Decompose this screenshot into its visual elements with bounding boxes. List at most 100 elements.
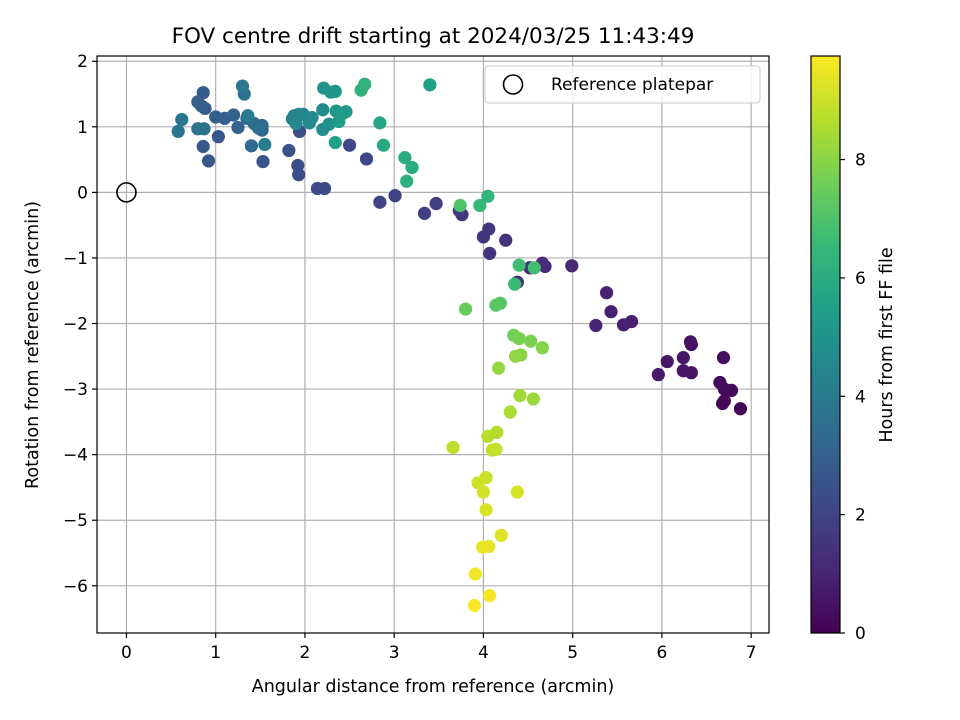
colorbar-ticks: 0 2 4 6 8 [840, 151, 866, 644]
legend-box [484, 65, 761, 104]
data-point [339, 105, 353, 119]
x-tick-label: 5 [567, 643, 578, 663]
data-point [231, 120, 245, 135]
data-point [467, 598, 482, 613]
data-point [716, 351, 731, 365]
data-point [359, 152, 374, 166]
data-point [258, 137, 272, 152]
data-point [489, 298, 503, 312]
y-tick-label: 2 [77, 52, 88, 72]
colorbar: 0 2 4 6 8 Hours from first FF file [810, 55, 897, 644]
colorbar-tick-label: 0 [855, 624, 866, 644]
data-point [483, 246, 497, 260]
data-point [483, 589, 497, 603]
x-tick-label: 4 [478, 643, 489, 663]
data-point [676, 364, 690, 378]
data-point [512, 331, 526, 346]
y-axis-label: Rotation from reference (arcmin) [23, 201, 43, 489]
data-point [473, 198, 487, 213]
y-tick-label: −6 [63, 577, 88, 597]
data-point [713, 375, 727, 390]
reference-platepar-marker [116, 182, 137, 203]
data-point [489, 442, 503, 457]
data-point [503, 405, 517, 419]
colorbar-tick-label: 4 [855, 387, 866, 407]
data-point [235, 79, 250, 93]
data-point [251, 121, 266, 135]
data-point [651, 368, 665, 382]
plot-frame [96, 55, 770, 634]
data-point [733, 402, 748, 416]
data-point [289, 116, 303, 131]
data-point [446, 440, 460, 455]
data-point [175, 113, 189, 127]
y-axis: 2 1 0 −1 −2 −3 −4 −5 −6 [63, 52, 97, 597]
data-point [196, 139, 210, 154]
data-point [376, 138, 391, 152]
data-point [291, 158, 305, 173]
data-point [398, 151, 412, 165]
data-point [171, 124, 185, 139]
data-point [479, 503, 493, 517]
data-point [589, 318, 603, 333]
data-point [513, 389, 527, 403]
data-point [599, 286, 614, 300]
data-point [481, 189, 495, 203]
data-point [535, 341, 549, 355]
data-point [458, 302, 473, 316]
data-point [499, 233, 513, 247]
grid [97, 56, 769, 633]
data-point [282, 143, 296, 158]
x-tick-label: 2 [300, 643, 311, 663]
y-tick-label: −4 [63, 446, 88, 466]
data-point [468, 567, 482, 581]
data-point [244, 139, 258, 153]
colorbar-gradient [810, 55, 841, 634]
data-point [197, 122, 211, 136]
data-point [310, 181, 325, 196]
colorbar-tick-label: 6 [855, 269, 866, 289]
data-point [373, 195, 387, 209]
x-tick-label: 0 [121, 643, 132, 663]
data-point [328, 84, 342, 99]
data-point [201, 154, 216, 168]
data-point [358, 77, 372, 91]
x-tick-label: 7 [746, 643, 757, 663]
reference-layer [116, 182, 137, 203]
data-point [342, 138, 357, 152]
data-point [715, 396, 730, 411]
legend: Reference platepar [484, 65, 761, 104]
data-point [332, 114, 346, 129]
chart-title: FOV centre drift starting at 2024/03/25 … [172, 24, 695, 49]
data-point [683, 335, 698, 349]
x-tick-label: 6 [656, 643, 667, 663]
data-point [527, 261, 541, 275]
data-point [417, 206, 432, 220]
data-points [171, 77, 748, 613]
y-tick-label: 1 [77, 118, 88, 138]
data-point [476, 230, 491, 244]
legend-reference-marker [502, 74, 524, 95]
data-point [526, 392, 540, 406]
data-point [604, 305, 618, 319]
x-tick-label: 3 [389, 643, 400, 663]
colorbar-tick-label: 2 [855, 506, 866, 526]
data-point [429, 196, 443, 211]
x-axis: 0 1 2 3 4 5 6 7 [121, 633, 757, 663]
data-point [328, 135, 342, 150]
data-point [524, 334, 538, 348]
colorbar-tick-label: 8 [855, 151, 866, 171]
data-point [510, 485, 524, 499]
data-point [388, 189, 402, 203]
data-point [494, 528, 508, 542]
data-point [508, 277, 522, 291]
data-point [305, 111, 319, 125]
data-point [512, 258, 526, 272]
data-point [491, 361, 506, 375]
data-point [660, 354, 674, 369]
y-tick-label: −5 [63, 511, 88, 531]
data-point [481, 429, 495, 443]
data-point [241, 109, 255, 123]
data-point [226, 108, 241, 122]
